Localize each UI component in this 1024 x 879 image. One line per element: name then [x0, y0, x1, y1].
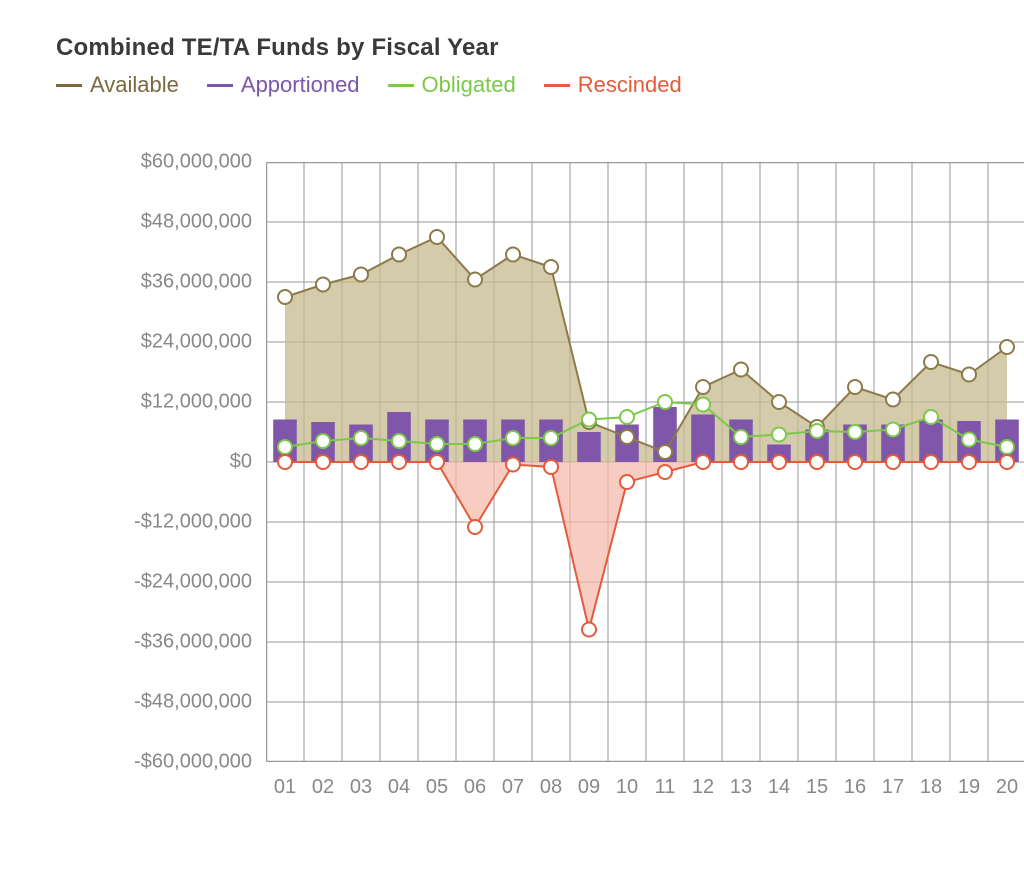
y-tick-label: $48,000,000: [141, 211, 252, 234]
y-tick-label: $24,000,000: [141, 331, 252, 354]
x-tick-label: 04: [388, 776, 410, 799]
x-tick-label: 15: [806, 776, 828, 799]
x-tick-label: 05: [426, 776, 448, 799]
y-tick-label: -$12,000,000: [134, 511, 252, 534]
x-tick-label: 16: [844, 776, 866, 799]
page: Combined TE/TA Funds by Fiscal Year Avai…: [0, 0, 1024, 879]
y-tick-label: $36,000,000: [141, 271, 252, 294]
y-tick-label: $60,000,000: [141, 151, 252, 174]
legend-label-available: Available: [90, 72, 179, 98]
x-tick-label: 08: [540, 776, 562, 799]
chart-legend: Available Apportioned Obligated Rescinde…: [56, 72, 984, 98]
y-tick-label: -$48,000,000: [134, 691, 252, 714]
x-tick-label: 18: [920, 776, 942, 799]
legend-swatch-obligated: [388, 84, 414, 87]
y-tick-label: $0: [230, 451, 252, 474]
x-tick-label: 11: [655, 776, 676, 799]
x-tick-label: 07: [502, 776, 524, 799]
chart-title: Combined TE/TA Funds by Fiscal Year: [56, 34, 984, 62]
legend-label-rescinded: Rescinded: [578, 72, 682, 98]
x-tick-label: 10: [616, 776, 638, 799]
x-tick-label: 03: [350, 776, 372, 799]
x-tick-label: 13: [730, 776, 752, 799]
legend-swatch-apportioned: [207, 84, 233, 87]
y-tick-label: -$60,000,000: [134, 751, 252, 774]
legend-swatch-rescinded: [544, 84, 570, 87]
x-tick-label: 20: [996, 776, 1018, 799]
legend-item-rescinded: Rescinded: [544, 72, 682, 98]
legend-item-apportioned: Apportioned: [207, 72, 360, 98]
chart-plot: [266, 162, 1024, 762]
x-tick-label: 09: [578, 776, 600, 799]
legend-swatch-available: [56, 84, 82, 87]
x-tick-label: 17: [882, 776, 904, 799]
y-axis-labels: -$60,000,000-$48,000,000-$36,000,000-$24…: [56, 162, 252, 762]
x-tick-label: 19: [958, 776, 980, 799]
x-tick-label: 01: [274, 776, 296, 799]
legend-label-obligated: Obligated: [422, 72, 516, 98]
x-tick-label: 12: [692, 776, 714, 799]
y-tick-label: -$36,000,000: [134, 631, 252, 654]
x-tick-label: 02: [312, 776, 334, 799]
legend-item-obligated: Obligated: [388, 72, 516, 98]
legend-item-available: Available: [56, 72, 179, 98]
x-tick-label: 06: [464, 776, 486, 799]
y-tick-label: -$24,000,000: [134, 571, 252, 594]
x-tick-label: 14: [768, 776, 790, 799]
legend-label-apportioned: Apportioned: [241, 72, 360, 98]
chart-area: -$60,000,000 -$48,000,000 -$36,000,000 -$24…: [56, 162, 984, 812]
y-tick-label: $12,000,000: [141, 391, 252, 414]
